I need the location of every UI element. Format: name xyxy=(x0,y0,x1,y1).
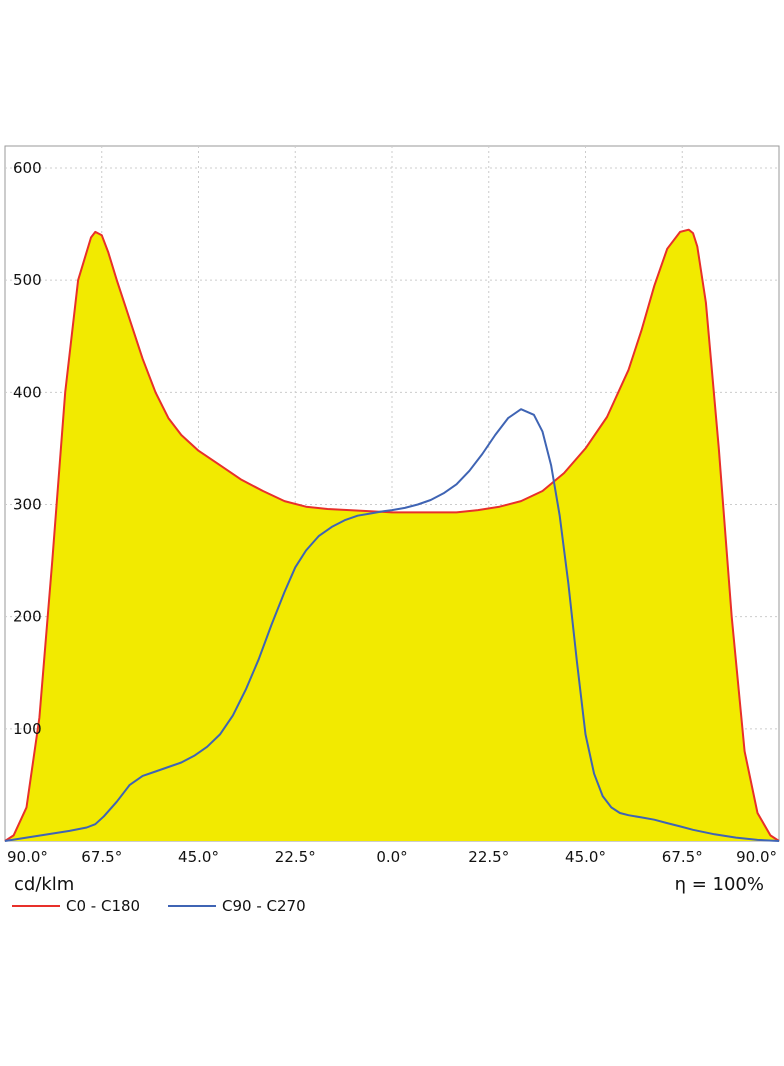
y-tick-label: 200 xyxy=(13,608,42,626)
unit-label: cd/klm xyxy=(14,874,74,895)
y-tick-label: 600 xyxy=(13,159,42,177)
series-line-c90 xyxy=(4,408,780,842)
efficiency-label: η = 100% xyxy=(675,874,764,895)
x-tick-labels: 90.0° 67.5° 45.0° 22.5° 0.0° 22.5° 45.0° 67.5° 9… xyxy=(7,848,777,866)
x-tick-label: 45.0° xyxy=(178,848,219,866)
y-tick-labels: 100 200 300 400 500 600 xyxy=(13,159,42,738)
legend: C0 - C180 C90 - C270 xyxy=(12,897,306,915)
series-fill-c0 xyxy=(5,229,779,841)
series-layer xyxy=(4,228,780,842)
x-tick-label: 67.5° xyxy=(662,848,703,866)
x-tick-label: 67.5° xyxy=(81,848,122,866)
x-tick-label: 90.0° xyxy=(736,848,777,866)
y-tick-label: 500 xyxy=(13,271,42,289)
y-tick-label: 100 xyxy=(13,720,42,738)
legend-label-c90: C90 - C270 xyxy=(222,897,306,915)
x-tick-label: 22.5° xyxy=(275,848,316,866)
y-tick-label: 300 xyxy=(13,496,42,514)
x-tick-label: 90.0° xyxy=(7,848,48,866)
legend-label-c0: C0 - C180 xyxy=(66,897,140,915)
x-tick-label: 22.5° xyxy=(468,848,509,866)
x-tick-label: 0.0° xyxy=(376,848,407,866)
y-tick-label: 400 xyxy=(13,383,42,401)
x-tick-label: 45.0° xyxy=(565,848,606,866)
